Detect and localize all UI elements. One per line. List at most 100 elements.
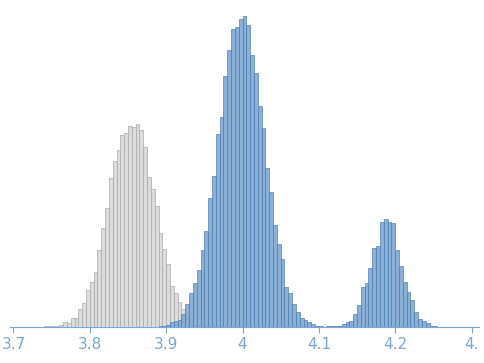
Bar [212,176,216,327]
Bar [429,326,433,327]
Bar [197,325,200,327]
Bar [174,293,178,327]
Bar [285,287,288,327]
Bar [52,326,56,327]
Bar [303,321,307,327]
Bar [90,282,93,327]
Bar [204,231,208,327]
Bar [185,305,189,327]
Bar [128,126,132,327]
Bar [231,29,235,327]
Bar [71,318,75,327]
Bar [136,125,139,327]
Bar [399,266,403,327]
Bar [346,322,349,327]
Bar [178,321,182,327]
Bar [200,250,204,327]
Bar [273,225,277,327]
Bar [159,326,162,327]
Bar [361,287,364,327]
Bar [342,324,346,327]
Bar [117,150,121,327]
Bar [357,305,361,327]
Bar [178,302,182,327]
Bar [182,314,185,327]
Bar [330,326,334,327]
Bar [277,244,281,327]
Bar [395,250,399,327]
Bar [147,177,151,327]
Bar [376,246,380,327]
Bar [86,290,90,327]
Bar [292,305,296,327]
Bar [269,192,273,327]
Bar [384,219,388,327]
Bar [174,321,178,327]
Bar [170,322,174,327]
Bar [300,318,303,327]
Bar [250,55,254,327]
Bar [162,249,166,327]
Bar [364,283,368,327]
Bar [235,27,239,327]
Bar [265,168,269,327]
Bar [311,324,315,327]
Bar [281,259,285,327]
Bar [410,300,414,327]
Bar [414,311,418,327]
Bar [121,135,124,327]
Bar [254,73,258,327]
Bar [349,321,353,327]
Bar [200,326,204,327]
Bar [143,147,147,327]
Bar [155,206,159,327]
Bar [75,318,78,327]
Bar [380,223,384,327]
Bar [261,129,265,327]
Bar [93,272,97,327]
Bar [151,189,155,327]
Bar [113,161,117,327]
Bar [388,222,392,327]
Bar [204,326,208,327]
Bar [242,16,246,327]
Bar [258,106,261,327]
Bar [185,316,189,327]
Bar [368,268,372,327]
Bar [296,312,300,327]
Bar [193,325,197,327]
Bar [208,197,212,327]
Bar [426,323,429,327]
Bar [327,326,330,327]
Bar [392,223,395,327]
Bar [162,326,166,327]
Bar [227,50,231,327]
Bar [132,127,136,327]
Bar [48,326,52,327]
Bar [124,132,128,327]
Bar [353,314,357,327]
Bar [97,250,101,327]
Bar [288,293,292,327]
Bar [403,282,407,327]
Bar [246,25,250,327]
Bar [307,322,311,327]
Bar [216,134,220,327]
Bar [56,326,60,327]
Bar [139,130,143,327]
Bar [220,117,224,327]
Bar [418,319,422,327]
Bar [197,270,200,327]
Bar [189,293,193,327]
Bar [338,326,342,327]
Bar [60,325,63,327]
Bar [101,228,105,327]
Bar [67,323,71,327]
Bar [372,248,376,327]
Bar [166,264,170,327]
Bar [224,76,227,327]
Bar [239,19,242,327]
Bar [193,283,197,327]
Bar [407,292,410,327]
Bar [82,303,86,327]
